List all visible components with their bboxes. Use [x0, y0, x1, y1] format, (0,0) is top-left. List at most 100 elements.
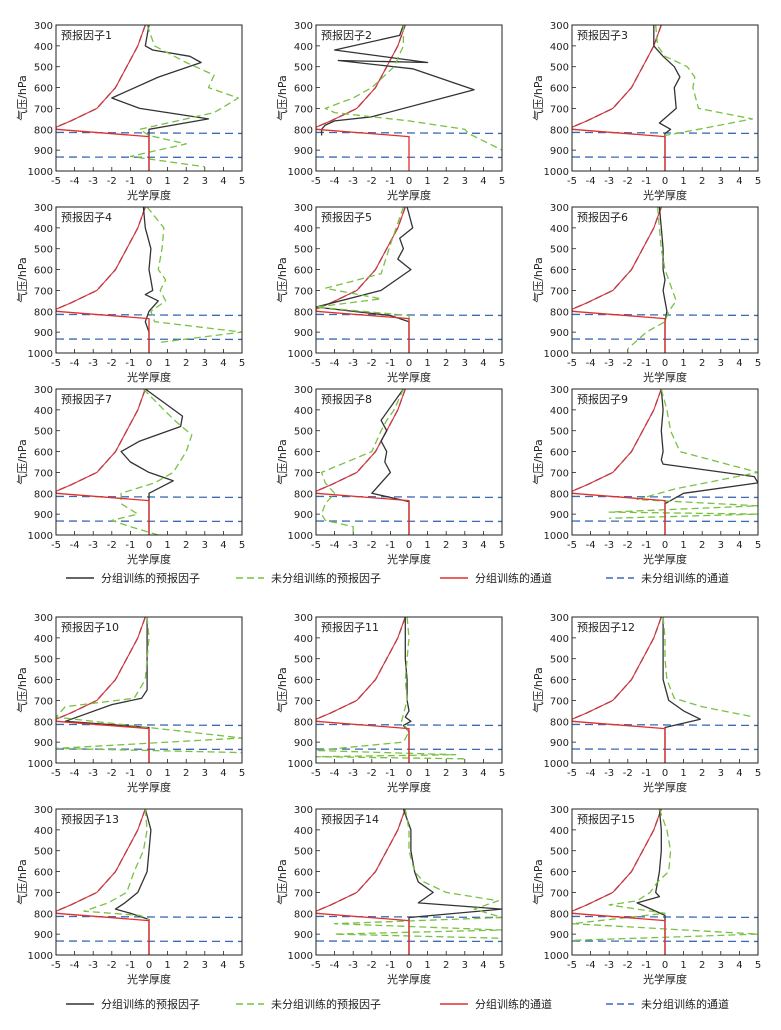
x-tick-label: -2 [623, 540, 633, 551]
x-tick-label: 0 [662, 358, 668, 369]
panel-lines [56, 207, 242, 353]
y-tick-label: 400 [34, 826, 53, 837]
x-tick-label: -5 [311, 540, 321, 551]
grouped-predictor-line [653, 25, 681, 171]
y-tick-label: 400 [34, 406, 53, 417]
grouped-channel-step [316, 720, 410, 763]
panel-14: -5 -4 -3 -2 -1 0 1 2 3 4 5 300 400 500 600 700 800 900 100… [275, 805, 505, 986]
x-tick-label: -5 [51, 540, 61, 551]
x-tick-label: 2 [183, 960, 189, 971]
x-tick-label: 3 [462, 540, 468, 551]
grouped-predictor-line [402, 809, 502, 955]
x-axis-label: 光学厚度 [643, 780, 687, 794]
y-tick-label: 500 [550, 245, 569, 256]
x-tick-label: 3 [462, 768, 468, 779]
ungrouped-predictor-line [56, 617, 242, 754]
y-tick-label: 500 [294, 63, 313, 74]
y-tick-label: 600 [294, 84, 313, 95]
grouped-predictor-line [142, 207, 159, 353]
x-tick-label: 4 [220, 176, 226, 187]
legend-1: 分组训练的预报因子 未分组训练的预报因子 分组训练的通道 未分组训练的通道 [66, 571, 729, 585]
x-axis-label: 光学厚度 [387, 370, 431, 384]
x-tick-label: 5 [239, 540, 245, 551]
x-tick-label: 4 [220, 960, 226, 971]
panel-7: -5 -4 -3 -2 -1 0 1 2 3 4 5 300 400 500 600 700 800 900 100… [15, 385, 245, 566]
x-tick-label: 4 [220, 358, 226, 369]
x-tick-label: 0 [662, 768, 668, 779]
x-tick-label: 2 [443, 960, 449, 971]
grouped-channel-step [56, 128, 150, 171]
y-tick-label: 900 [294, 930, 313, 941]
panel-lines [316, 809, 502, 955]
y-tick-label: 300 [294, 203, 313, 214]
x-tick-label: -1 [641, 768, 651, 779]
y-axis-label: 气压/hPa [275, 667, 289, 713]
panel-lines [56, 809, 242, 955]
y-tick-label: 300 [550, 385, 569, 396]
y-axis-label: 气压/hPa [275, 75, 289, 121]
x-tick-label: 5 [239, 176, 245, 187]
y-tick-label: 1000 [544, 349, 569, 360]
panel-frame [55, 388, 243, 536]
y-tick-label: 800 [550, 717, 569, 728]
panel-13: -5 -4 -3 -2 -1 0 1 2 3 4 5 300 400 500 600 700 800 900 100… [15, 805, 245, 986]
x-axis-label: 光学厚度 [387, 552, 431, 566]
x-tick-label: -5 [567, 768, 577, 779]
panel-lines [316, 207, 502, 353]
x-tick-label: -4 [330, 960, 340, 971]
panel-lines [56, 389, 242, 535]
x-tick-label: -5 [567, 358, 577, 369]
y-axis-label: 气压/hPa [275, 439, 289, 485]
panel-frame [571, 24, 759, 172]
ungrouped-channel-level [316, 495, 502, 499]
x-tick-label: 5 [239, 358, 245, 369]
panel-title: 预报因子7 [61, 392, 112, 406]
y-tick-label: 900 [294, 510, 313, 521]
panel-11: -5 -4 -3 -2 -1 0 1 2 3 4 5 300 400 500 600 700 800 900 100… [275, 613, 505, 794]
x-axis-label: 光学厚度 [387, 188, 431, 202]
y-tick-label: 500 [34, 655, 53, 666]
grouped-channel-step [316, 310, 410, 353]
x-tick-label: 0 [406, 176, 412, 187]
y-axis-label: 气压/hPa [531, 859, 545, 905]
y-tick-label: 1000 [28, 167, 53, 178]
grouped-channel-profile [572, 207, 662, 312]
x-tick-label: 5 [755, 768, 761, 779]
x-tick-label: -5 [311, 960, 321, 971]
y-tick-label: 600 [34, 676, 53, 687]
ungrouped-predictor-line [111, 389, 193, 535]
panel-lines [56, 617, 242, 763]
x-tick-label: 0 [146, 960, 152, 971]
x-tick-label: 0 [146, 176, 152, 187]
x-tick-label: 1 [424, 768, 430, 779]
x-tick-label: -3 [88, 960, 98, 971]
x-tick-label: -1 [125, 960, 135, 971]
y-tick-label: 1000 [288, 951, 313, 962]
x-tick-label: -2 [107, 768, 117, 779]
x-tick-label: 4 [480, 540, 486, 551]
y-tick-label: 1000 [288, 759, 313, 770]
legend-label-ungrouped-predictor: 未分组训练的预报因子 [271, 571, 381, 585]
x-tick-label: 5 [755, 960, 761, 971]
y-tick-label: 1000 [544, 167, 569, 178]
y-tick-label: 600 [294, 266, 313, 277]
x-tick-label: 5 [499, 176, 505, 187]
legend-area: 分组训练的预报因子 未分组训练的预报因子 分组训练的通道 未分组训练的通道分组训练的预… [66, 571, 729, 1011]
y-tick-label: 300 [550, 21, 569, 32]
y-tick-label: 600 [550, 448, 569, 459]
ungrouped-predictor-line [316, 617, 465, 760]
y-tick-label: 500 [34, 847, 53, 858]
y-tick-label: 700 [550, 104, 569, 115]
y-tick-label: 400 [34, 634, 53, 645]
x-tick-label: 5 [499, 768, 505, 779]
panel-frame [571, 808, 759, 956]
x-tick-label: 5 [499, 540, 505, 551]
x-tick-label: 4 [736, 768, 742, 779]
x-tick-label: 0 [406, 358, 412, 369]
legend-label-grouped-channel: 分组训练的通道 [475, 997, 552, 1011]
y-tick-label: 1000 [288, 167, 313, 178]
x-tick-label: 1 [164, 540, 170, 551]
y-tick-label: 600 [34, 266, 53, 277]
x-tick-label: -1 [125, 358, 135, 369]
